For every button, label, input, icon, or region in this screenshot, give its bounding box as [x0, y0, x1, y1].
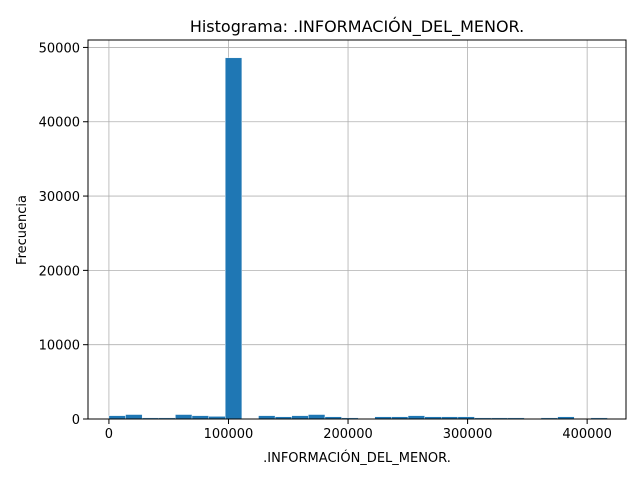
- histogram-bar: [125, 414, 143, 420]
- histogram-bar: [108, 415, 126, 420]
- histogram-bar: [308, 414, 326, 420]
- x-tick-label: 300000: [443, 427, 493, 442]
- plot-frame: [87, 39, 627, 420]
- y-tick-label: 20000: [39, 264, 80, 279]
- x-tick-label: 200000: [323, 427, 373, 442]
- histogram-bar: [191, 415, 209, 420]
- y-tick-label: 30000: [39, 190, 80, 205]
- ticks-layer: 0 100000 200000 300000 400000 0 10000 20000 3000…: [39, 41, 612, 442]
- x-tick-label: 100000: [204, 427, 254, 442]
- histogram-bar: [291, 415, 309, 420]
- chart-title: Histograma: .INFORMACIÓN_DEL_MENOR.: [190, 17, 524, 37]
- y-tick-label: 40000: [39, 116, 80, 131]
- x-tick-label: 0: [105, 427, 113, 442]
- histogram-bar: [258, 415, 276, 420]
- y-tick-label: 10000: [39, 339, 80, 354]
- y-tick-label: 50000: [39, 41, 80, 56]
- histogram-bar: [225, 57, 243, 420]
- histogram-bar: [175, 414, 193, 420]
- y-axis-label: Frecuencia: [15, 195, 30, 265]
- y-tick-label: 0: [72, 413, 80, 428]
- histogram-bar: [407, 415, 425, 420]
- bars-layer: [108, 57, 608, 420]
- x-axis-label: .INFORMACIÓN_DEL_MENOR.: [263, 450, 451, 466]
- x-tick-label: 400000: [562, 427, 612, 442]
